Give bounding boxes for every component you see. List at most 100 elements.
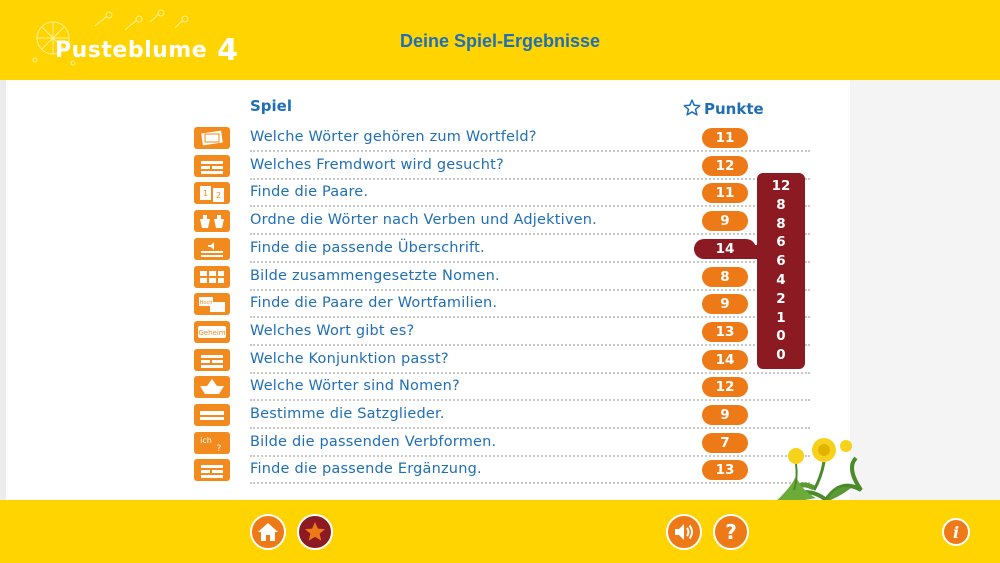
game-name: Bilde die passenden Verbformen. <box>250 433 497 450</box>
history-value: 4 <box>776 272 786 288</box>
sound-button[interactable] <box>666 514 702 550</box>
game-name: Ordne die Wörter nach Verben und Adjekti… <box>250 212 597 229</box>
game-name: Welche Konjunktion passt? <box>250 350 449 367</box>
info-icon: i <box>953 523 959 542</box>
home-icon <box>258 523 278 541</box>
ich-verb-icon: ich? <box>200 436 222 454</box>
game-name: Finde die passende Überschrift. <box>250 239 485 256</box>
svg-text:i: i <box>953 523 959 542</box>
history-value: 8 <box>776 215 786 232</box>
row-divider <box>250 150 810 152</box>
info-button[interactable]: i <box>942 518 970 546</box>
history-value: 0 <box>776 347 786 364</box>
history-value: 8 <box>776 196 786 213</box>
row-divider <box>250 260 810 263</box>
game-name: Welche Wörter gehören zum Wortfeld? <box>250 129 537 145</box>
game-icon <box>194 210 230 233</box>
app-logo: Pusteblume 4 <box>55 30 239 68</box>
row-divider <box>250 399 810 402</box>
game-icon <box>194 127 230 149</box>
game-name: Finde die Paare. <box>250 184 369 201</box>
game-name: Welches Wort gibt es? <box>250 322 415 339</box>
score-history-panel: 12 8 8 6 6 4 2 1 0 0 <box>757 173 805 369</box>
game-icon: Hoch <box>194 293 230 316</box>
history-connector <box>740 245 760 259</box>
table-row: Finde die passende Ergänzung. 13 <box>194 456 810 485</box>
row-divider <box>250 288 810 291</box>
help-button[interactable]: ? <box>713 514 749 550</box>
table-row: Finde die passende Überschrift. 14 <box>194 235 810 263</box>
svg-text:?: ? <box>217 444 222 454</box>
row-divider <box>250 233 810 236</box>
points-badge: 9 <box>702 294 748 315</box>
results-button[interactable] <box>297 514 333 550</box>
points-badge: 14 <box>702 349 748 370</box>
svg-text:2: 2 <box>216 191 221 200</box>
table-row: Welche Wörter gehören zum Wortfeld? 11 <box>194 124 810 152</box>
home-button[interactable] <box>250 514 286 550</box>
game-name: Finde die Paare der Wortfamilien. <box>250 295 498 312</box>
table-row: Ordne die Wörter nach Verben und Adjekti… <box>194 207 810 236</box>
game-icon <box>194 265 230 288</box>
star-icon <box>305 522 325 541</box>
panel-edge-right <box>850 80 1000 500</box>
column-header-points: Punkte <box>683 97 764 118</box>
points-badge: 13 <box>702 321 748 342</box>
table-row: Bilde zusammengesetzte Nomen. 8 <box>194 263 810 291</box>
sentence-parts-icon <box>200 411 224 420</box>
page-title: Deine Spiel-Ergebnisse <box>399 31 601 51</box>
footer-bar: ? i <box>0 500 1000 563</box>
game-icon <box>194 459 230 482</box>
column-header-game: Spiel <box>250 97 292 115</box>
game-icon <box>194 376 230 399</box>
logo-number: 4 <box>217 33 239 68</box>
history-value: 6 <box>776 253 786 270</box>
game-name: Bestimme die Satzglieder. <box>250 406 445 422</box>
history-value: 2 <box>776 290 786 307</box>
game-icon <box>194 404 230 426</box>
star-outline-icon <box>683 99 701 116</box>
game-name: Welche Wörter sind Nomen? <box>250 378 460 395</box>
points-badge: 11 <box>702 128 748 148</box>
table-row: Geheim Welches Wort gibt es? 13 <box>194 318 810 346</box>
panel-edge-left <box>0 80 6 500</box>
speaker-lines-icon <box>201 241 223 257</box>
row-divider <box>250 371 810 374</box>
game-icon <box>194 348 230 371</box>
svg-text:?: ? <box>725 520 737 544</box>
points-badge: 8 <box>702 266 748 287</box>
header: Pusteblume 4 Deine Spiel-Ergebnisse <box>0 0 1000 80</box>
points-badge: 9 <box>702 211 748 232</box>
row-divider <box>250 316 810 319</box>
logo-text: Pusteblume <box>55 38 208 63</box>
game-icon: Geheim <box>194 320 230 343</box>
points-badge: 12 <box>702 155 748 176</box>
points-badge: 7 <box>702 432 748 453</box>
speaker-icon <box>675 524 693 540</box>
svg-text:ich: ich <box>200 436 212 445</box>
table-row: Bestimme die Satzglieder. 9 <box>194 401 810 429</box>
points-badge: 13 <box>702 460 748 481</box>
text-gaps-icon <box>201 465 223 479</box>
row-divider <box>250 205 810 208</box>
history-value: 1 <box>776 309 786 326</box>
svg-text:1: 1 <box>203 189 208 198</box>
history-value: 0 <box>776 328 786 345</box>
svg-text:Geheim: Geheim <box>198 329 225 337</box>
paper-boat-icon <box>200 379 224 395</box>
points-badge: 9 <box>702 405 748 425</box>
svg-text:Hoch: Hoch <box>200 300 213 306</box>
row-divider <box>250 454 810 457</box>
question-icon: ? <box>725 520 737 544</box>
table-row: ich? Bilde die passenden Verbformen. 7 <box>194 429 810 457</box>
word-family-cards-icon: Hoch <box>199 297 225 313</box>
table-row: Hoch Finde die Paare der Wortfamilien. 9 <box>194 290 810 319</box>
game-icon: ich? <box>194 431 230 454</box>
row-divider <box>250 343 810 346</box>
row-divider <box>250 427 810 429</box>
history-value: 6 <box>776 234 786 251</box>
text-gaps-icon <box>201 160 223 174</box>
history-value: 12 <box>771 178 791 194</box>
